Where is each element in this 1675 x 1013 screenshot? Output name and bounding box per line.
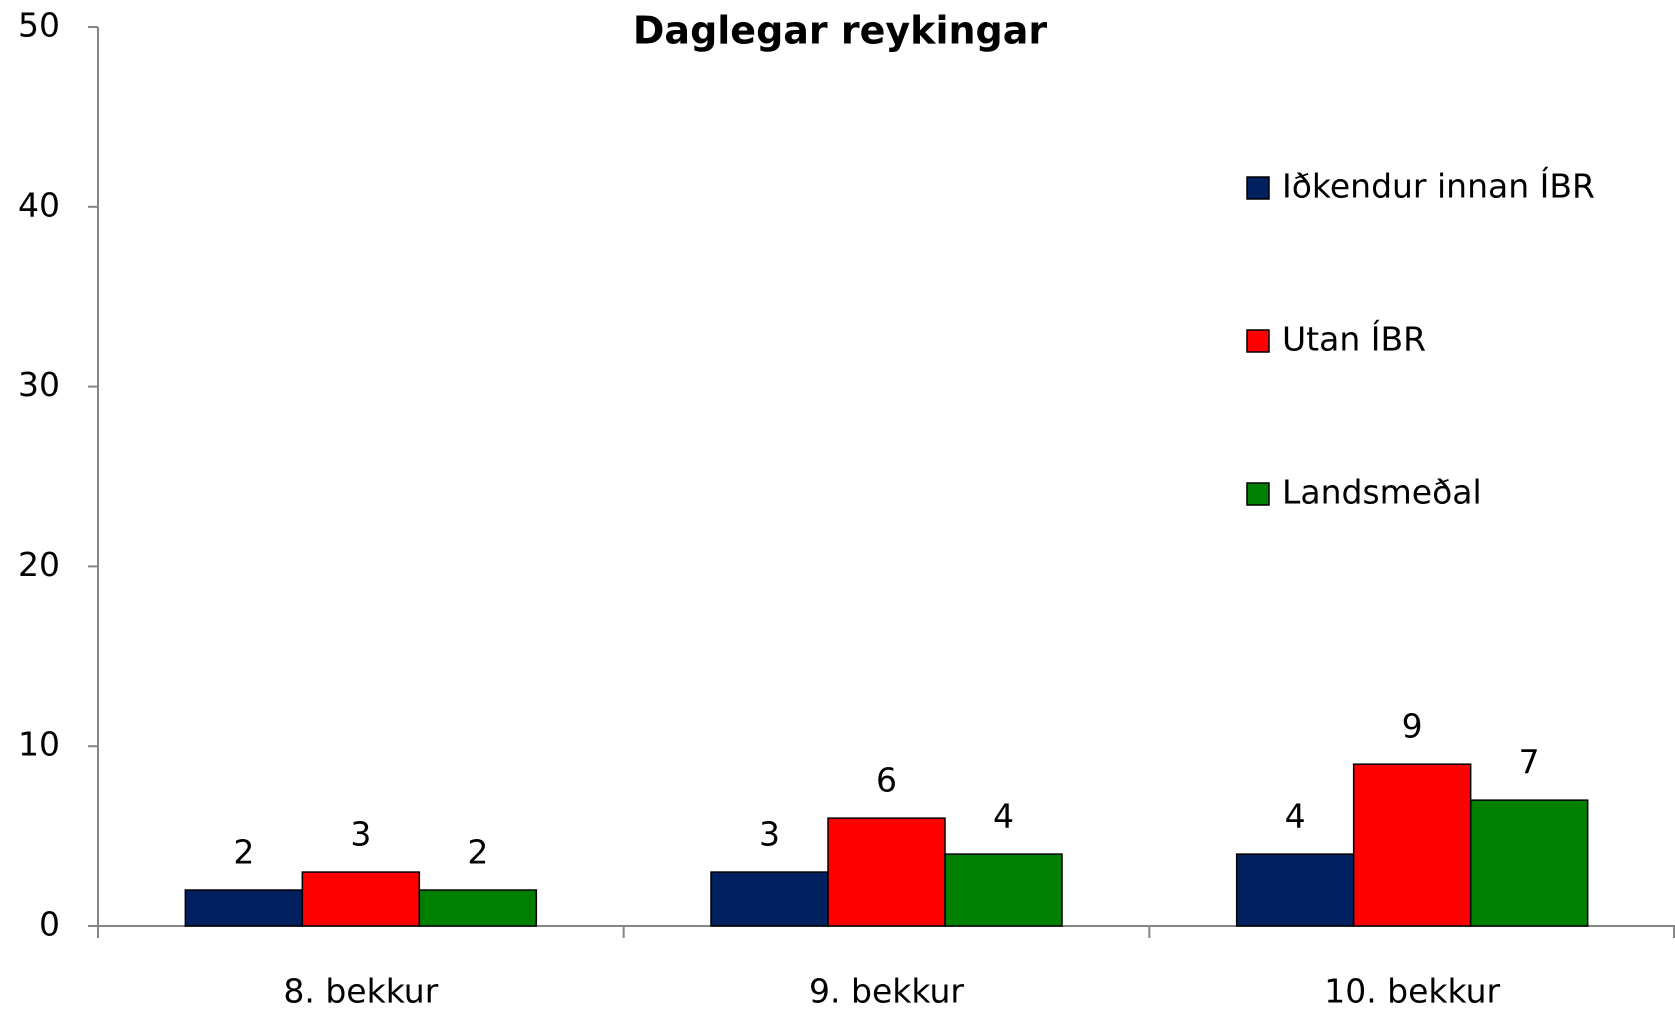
bar: [184, 889, 304, 927]
bar: [1235, 853, 1355, 927]
y-tick-label: 30: [18, 365, 60, 404]
data-label: 4: [993, 797, 1014, 836]
bar: [710, 871, 829, 927]
y-tick-label: 0: [39, 905, 60, 944]
data-label: 9: [1402, 707, 1423, 746]
legend-label: Utan ÍBR: [1282, 319, 1426, 359]
legend-swatch: [1246, 329, 1270, 353]
x-tick-label: 10. bekkur: [1324, 972, 1500, 1011]
data-label: 3: [759, 815, 780, 854]
legend-swatch: [1246, 176, 1270, 200]
data-label: 4: [1285, 797, 1306, 836]
bar: [944, 853, 1063, 927]
y-tick-label: 10: [18, 725, 60, 764]
bar: [301, 871, 421, 927]
data-label: 7: [1519, 743, 1540, 782]
bar: [1352, 763, 1472, 927]
data-label: 2: [233, 833, 254, 872]
bar: [1469, 799, 1589, 927]
bar: [827, 817, 946, 927]
data-label: 2: [467, 833, 488, 872]
y-tick-label: 50: [18, 6, 60, 45]
y-tick-label: 20: [18, 545, 60, 584]
legend-label: Landsmeðal: [1282, 473, 1482, 512]
x-tick-label: 8. bekkur: [283, 972, 438, 1011]
chart-title: Daglegar reykingar: [633, 9, 1047, 53]
legend-swatch: [1246, 482, 1270, 506]
y-tick-label: 40: [18, 185, 60, 224]
data-label: 6: [876, 761, 897, 800]
legend-label: Iðkendur innan ÍBR: [1282, 166, 1595, 206]
data-label: 3: [350, 815, 371, 854]
bar: [418, 889, 538, 927]
x-tick-label: 9. bekkur: [809, 972, 964, 1011]
